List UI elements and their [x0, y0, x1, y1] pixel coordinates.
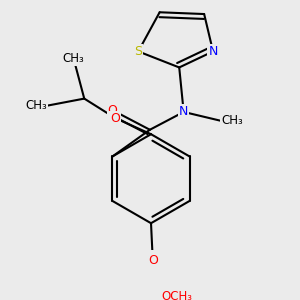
Text: S: S: [134, 45, 142, 58]
Text: N: N: [179, 105, 188, 119]
Text: O: O: [110, 112, 120, 125]
Text: N: N: [208, 45, 218, 58]
Text: CH₃: CH₃: [221, 114, 243, 127]
Text: CH₃: CH₃: [63, 52, 85, 65]
Text: O: O: [107, 104, 117, 117]
Text: O: O: [148, 254, 158, 267]
Text: CH₃: CH₃: [25, 99, 47, 112]
Text: OCH₃: OCH₃: [162, 290, 193, 300]
